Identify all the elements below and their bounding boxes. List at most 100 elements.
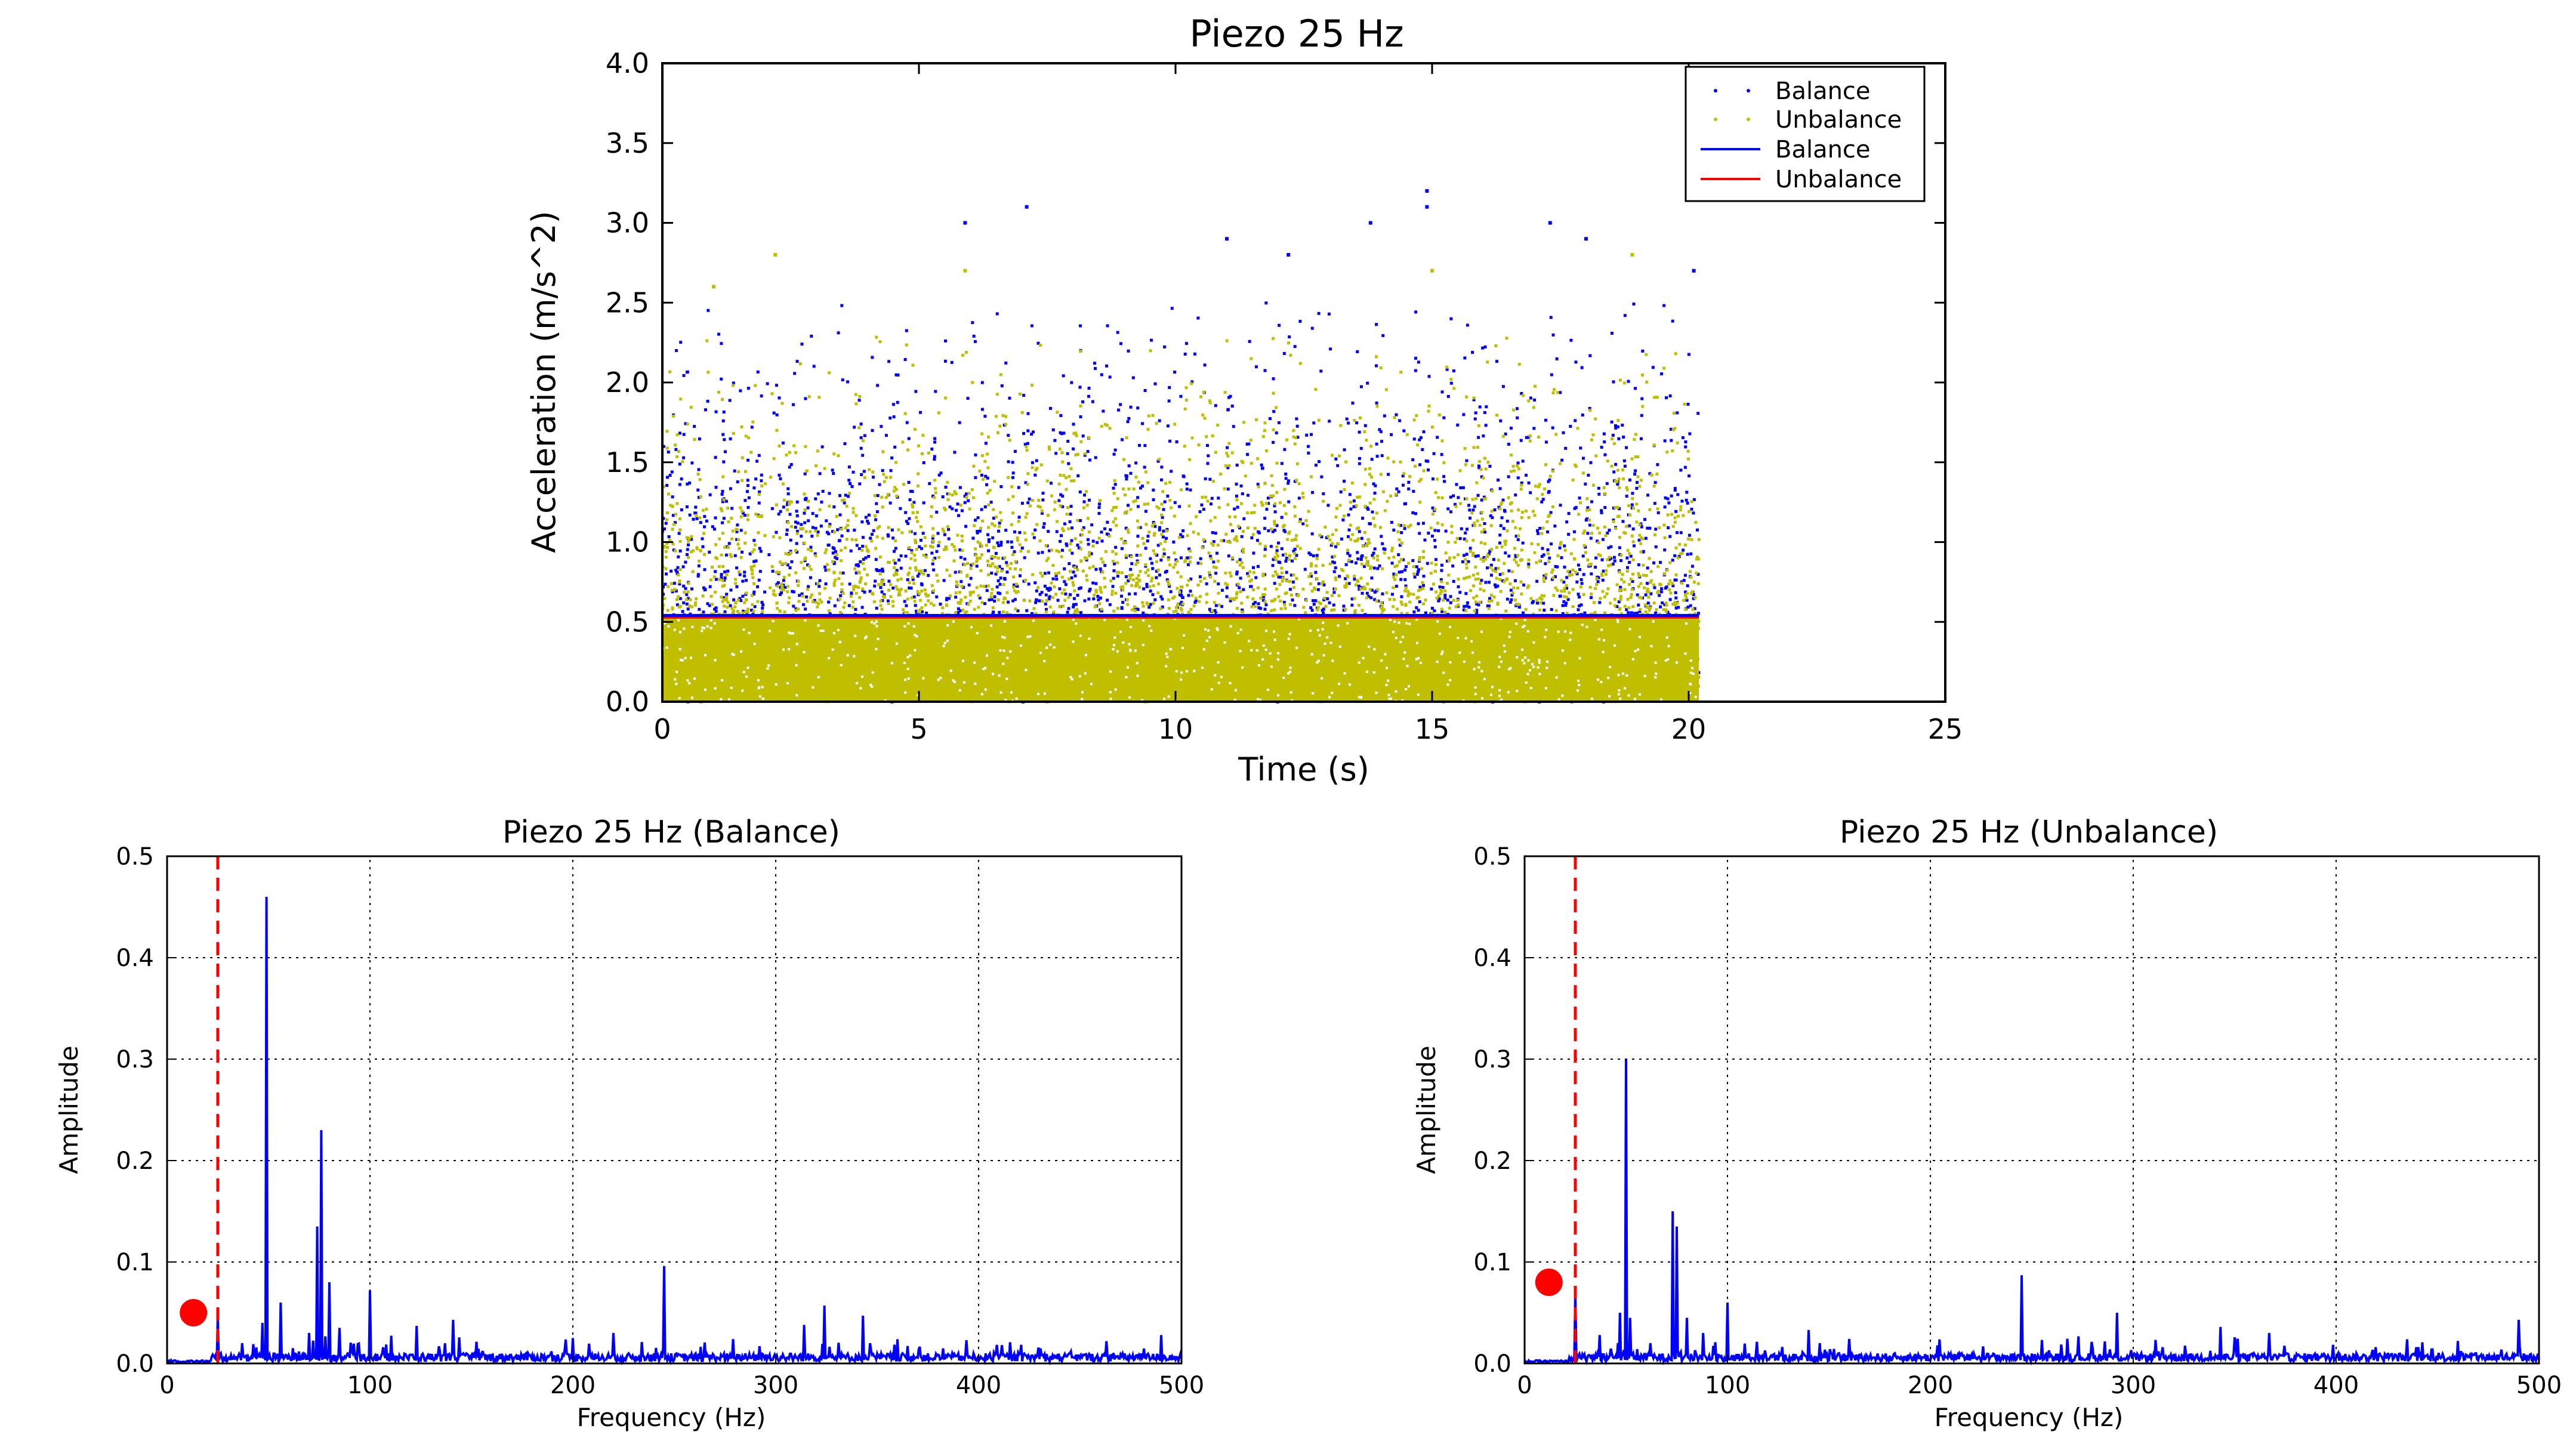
top-balance-point [742,609,745,613]
top-unbalance-point [1337,454,1341,458]
top-balance-point [1679,531,1683,535]
top-balance-point [1063,567,1066,570]
top-balance-point [1654,545,1658,548]
top-balance-point [1422,575,1426,578]
top-unbalance-point [1384,622,1388,626]
top-balance-point [1086,450,1090,453]
top-balance-point [1051,577,1055,581]
top-balance-point [1078,587,1081,590]
top-unbalance-point [1378,526,1382,529]
top-unbalance-point [1019,550,1023,553]
top-balance-point [1035,459,1038,462]
top-balance-point [908,586,911,590]
top-balance-point [1298,319,1302,323]
top-unbalance-point [932,630,936,634]
top-unbalance-point [1616,505,1619,509]
top-unbalance-point [1644,630,1648,633]
top-unbalance-point [1538,608,1541,612]
top-unbalance-point [1365,544,1369,548]
top-unbalance-point [1443,668,1447,671]
top-balance-point [1639,437,1643,440]
top-balance-point [1594,556,1598,560]
top-balance-point [850,485,854,488]
top-balance-point [724,553,728,557]
top-balance-point [685,505,689,508]
top-unbalance-point [671,542,675,546]
top-balance-point [1399,524,1403,527]
top-unbalance-point [1695,667,1699,671]
top-unbalance-point [1528,630,1532,633]
top-balance-point [735,566,739,570]
top-unbalance-point [1457,630,1461,633]
top-unbalance-point [1384,655,1387,658]
top-balance-point [846,529,850,532]
top-unbalance-point [1369,565,1373,569]
top-balance-point [1072,564,1076,568]
top-balance-point [967,499,970,502]
top-balance-point [788,513,792,516]
top-unbalance-point [1603,595,1606,598]
top-balance-point [1124,575,1128,579]
top-balance-point [675,348,678,352]
top-unbalance-point [924,666,927,669]
top-balance-point [1471,508,1475,512]
top-balance-point [1569,338,1573,342]
top-balance-point [727,542,731,545]
top-unbalance-point [770,565,774,569]
top-unbalance-point [817,672,820,676]
top-balance-point [1102,409,1105,413]
top-unbalance-point [1690,590,1694,594]
top-balance-point [1112,452,1116,456]
top-unbalance-point [1183,655,1186,659]
top-balance-point [1145,585,1149,588]
top-unbalance-point [754,649,758,652]
top-balance-point [1312,421,1316,425]
top-balance-point [1156,459,1160,463]
top-balance-point [1235,570,1239,574]
top-balance-point [921,532,925,535]
top-unbalance-point [1205,618,1208,622]
top-unbalance-point [1201,696,1204,700]
top-unbalance-point [810,642,814,646]
top-balance-point [701,537,704,541]
top-unbalance-point [887,646,891,649]
top-balance-point [1042,526,1045,529]
top-balance-point [860,606,864,609]
top-balance-point [1561,604,1565,607]
top-balance-point [1309,575,1313,578]
top-unbalance-point [1205,593,1208,596]
top-balance-point [1142,587,1146,591]
top-balance-point [1544,576,1547,580]
top-unbalance-point [828,633,832,637]
top-unbalance-point [964,647,967,651]
top-balance-point [931,562,934,566]
top-balance-point [800,535,803,538]
top-balance-point [1182,475,1186,479]
top-balance-point [1153,382,1157,385]
top-balance-point [1332,603,1335,607]
top-unbalance-point [1210,609,1214,613]
top-balance-point [1560,458,1564,462]
top-balance-point [1546,530,1550,533]
top-unbalance-point [1471,464,1474,467]
top-balance-point [1371,510,1374,514]
top-balance-point [859,422,863,426]
top-balance-point [1168,386,1171,390]
top-unbalance-point [1270,474,1273,477]
top-unbalance-point [904,590,908,593]
top-balance-point [999,544,1003,547]
top-unbalance-point [1001,692,1005,696]
top-balance-point [1226,466,1230,470]
top-unbalance-point [871,470,875,474]
top-balance-point [941,495,945,499]
top-balance-outlier [1368,221,1372,225]
top-balance-point [848,582,852,586]
top-balance-point [1371,554,1374,557]
top-balance-point [1547,490,1551,493]
top-balance-point [1036,551,1040,555]
top-unbalance-point [720,397,724,401]
top-balance-point [1163,345,1167,348]
top-unbalance-point [736,598,740,602]
top-balance-point [1417,360,1420,364]
top-unbalance-point [1111,560,1115,563]
